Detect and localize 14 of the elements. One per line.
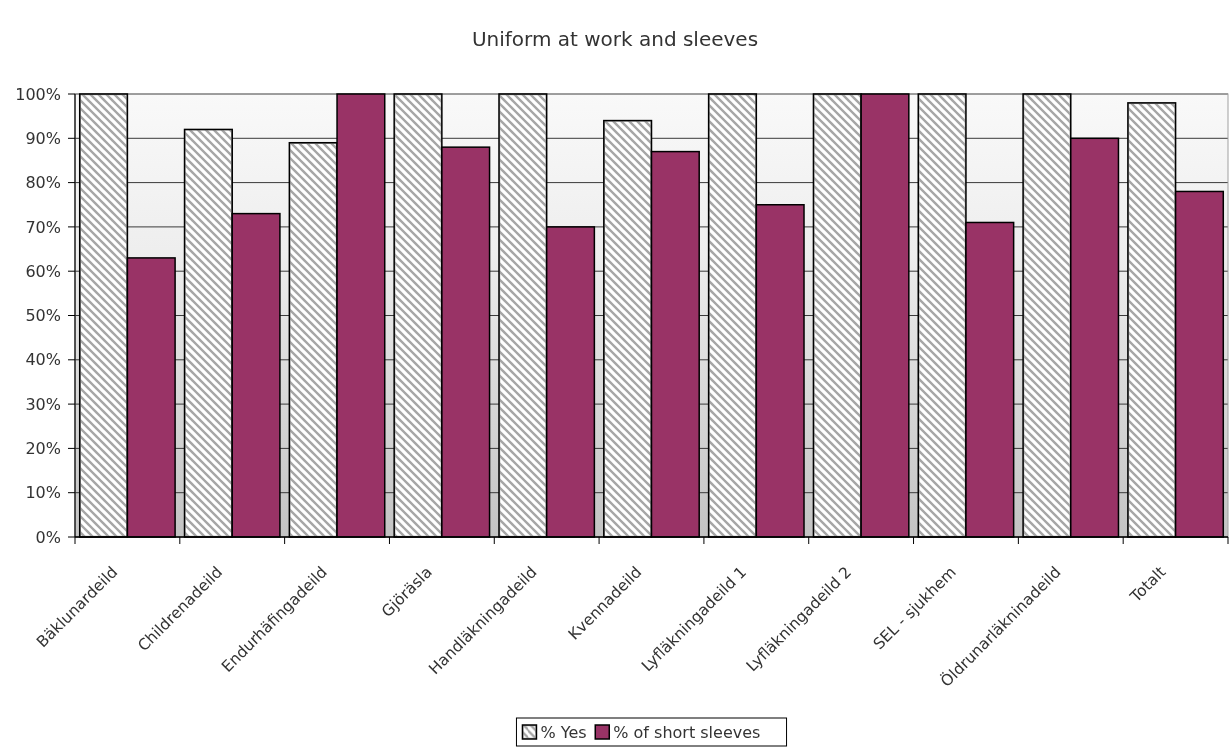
- y-tick-label: 80%: [25, 173, 61, 193]
- y-tick-label: 100%: [15, 84, 61, 104]
- y-tick-label: 10%: [25, 483, 61, 503]
- y-tick-label: 0%: [35, 527, 61, 547]
- y-tick-label: 50%: [25, 306, 61, 326]
- y-tick-label: 20%: [25, 439, 61, 458]
- y-tick-label: 40%: [25, 350, 61, 370]
- y-tick-label: 70%: [25, 217, 61, 237]
- legend-label: % Yes: [540, 722, 587, 742]
- chart-title: Uniform at work and sleeves: [471, 27, 759, 51]
- y-tick-label: 30%: [25, 394, 61, 414]
- y-tick-label: 60%: [25, 261, 61, 281]
- y-tick-label: 90%: [25, 128, 61, 148]
- legend-label: % of short sleeves: [613, 722, 761, 742]
